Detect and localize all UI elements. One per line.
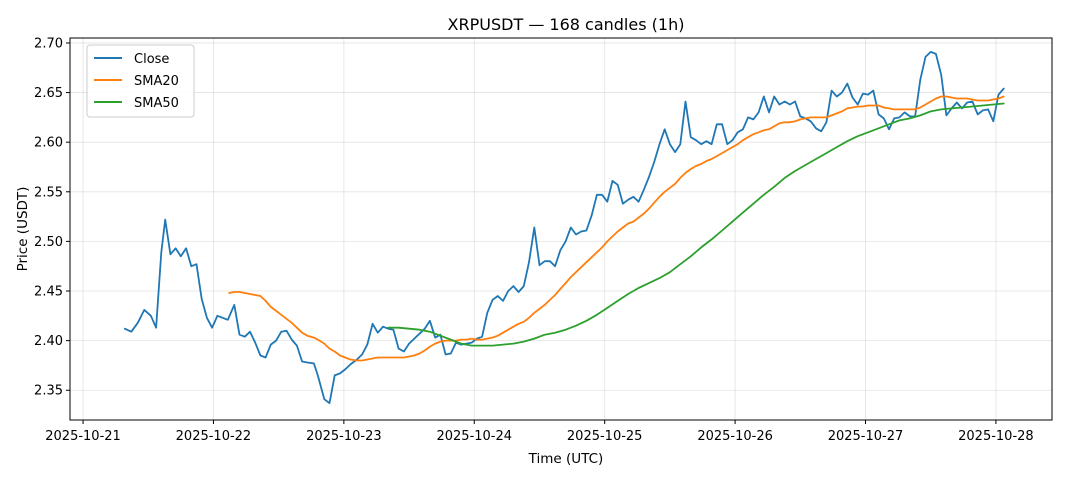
x-tick-label: 2025-10-24 — [436, 429, 512, 444]
plot-frame — [69, 37, 1053, 421]
series-line-sma50 — [387, 102, 1005, 347]
x-tick-label: 2025-10-21 — [45, 429, 121, 444]
y-tick-label: 2.65 — [34, 86, 63, 101]
y-tick-label: 2.45 — [34, 285, 63, 300]
legend-label-sma20: SMA20 — [134, 74, 179, 89]
chart-title: XRPUSDT — 168 candles (1h) — [448, 15, 685, 34]
legend: Close SMA20 SMA50 — [86, 44, 195, 118]
y-tick-label: 2.35 — [34, 384, 63, 399]
x-axis-title: Time (UTC) — [528, 451, 604, 467]
series-line-close — [123, 51, 1005, 404]
x-tick-label: 2025-10-23 — [306, 429, 382, 444]
y-tick-label: 2.50 — [34, 235, 63, 250]
x-tick-label: 2025-10-28 — [958, 429, 1034, 444]
legend-label-sma50: SMA50 — [134, 96, 179, 111]
series-line-sma20 — [228, 95, 1005, 362]
x-tick-label: 2025-10-27 — [828, 429, 904, 444]
y-axis-title: Price (USDT) — [15, 187, 31, 272]
legend-box — [86, 44, 195, 118]
legend-label-close: Close — [134, 52, 169, 67]
x-tick-label: 2025-10-25 — [567, 429, 643, 444]
y-tick-label: 2.40 — [34, 334, 63, 349]
y-tick-label: 2.70 — [34, 36, 63, 51]
x-tick-label: 2025-10-26 — [697, 429, 773, 444]
axis-ticks: 2025-10-21 2025-10-22 2025-10-23 2025-10-24… — [34, 36, 1034, 444]
y-tick-label: 2.60 — [34, 136, 63, 151]
x-tick-label: 2025-10-22 — [176, 429, 252, 444]
series-layer — [123, 51, 1005, 404]
grid — [70, 38, 1052, 420]
y-tick-label: 2.55 — [34, 185, 63, 200]
